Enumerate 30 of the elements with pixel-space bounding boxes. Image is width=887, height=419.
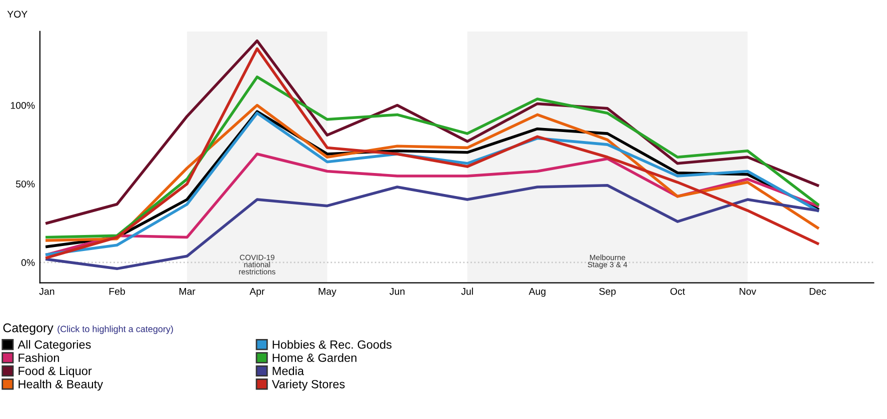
x-tick-label: Aug xyxy=(528,288,546,297)
legend-label: Variety Stores xyxy=(272,380,345,391)
text: (Click to highlight a category) xyxy=(58,326,173,334)
x-tick-label: Oct xyxy=(670,288,685,295)
x-tick-label: Sep xyxy=(599,288,616,297)
x-tick-label: Mar xyxy=(179,288,196,295)
y-tick-label: 0% xyxy=(21,259,35,266)
y-tick-label: 100% xyxy=(10,102,35,109)
y-axis-title: YOY xyxy=(7,10,28,18)
x-tick-label: Feb xyxy=(109,288,125,295)
x-tick-label: Jan xyxy=(39,288,54,295)
legend-label: Media xyxy=(272,366,304,376)
legend-label: Home & Garden xyxy=(272,353,356,362)
line-series xyxy=(46,39,820,225)
legend-label: All Categories xyxy=(18,340,91,352)
x-tick-label: Jun xyxy=(390,288,404,295)
x-tick-label: Dec xyxy=(810,288,826,295)
legend-label: Health & Beauty xyxy=(18,380,103,391)
x-tick-label: Apr xyxy=(250,288,265,297)
y-tick-label: 50% xyxy=(16,180,35,188)
x-tick-label: May xyxy=(318,288,336,297)
legend-title: Category xyxy=(3,323,54,335)
legend-label: Fashion xyxy=(18,353,59,362)
x-tick-label: Nov xyxy=(740,288,756,295)
line-series xyxy=(46,76,820,239)
legend-label: Hobbies & Rec. Goods xyxy=(272,340,392,349)
line-series xyxy=(46,47,820,260)
legend-label: Food & Liquor xyxy=(18,366,92,378)
line-series xyxy=(46,184,820,270)
x-tick-label: Jul xyxy=(461,288,473,295)
